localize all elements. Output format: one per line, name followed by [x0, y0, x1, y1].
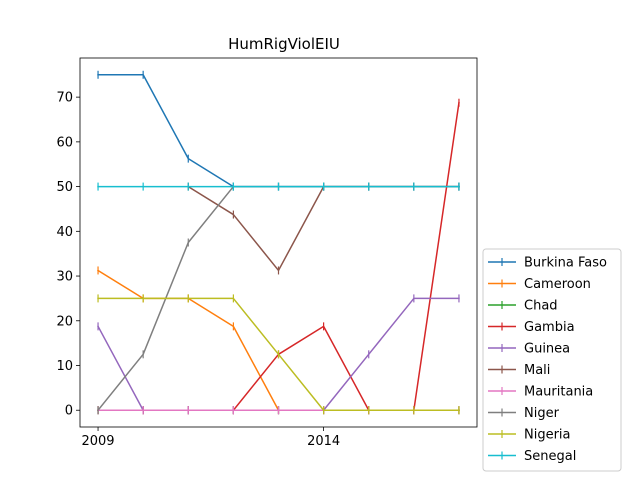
legend-label-senegal: Senegal — [524, 449, 576, 464]
legend-label-mauritania: Mauritania — [524, 385, 593, 400]
chart-title: HumRigViolEIU — [228, 35, 340, 53]
legend-label-gambia: Gambia — [524, 320, 575, 335]
legend-label-nigeria: Nigeria — [524, 428, 571, 443]
legend-label-cameroon: Cameroon — [524, 277, 591, 292]
legend: Burkina Faso Cameroon Chad Gambia Guinea Mali… — [482, 248, 622, 472]
legend-label-mali: Mali — [524, 363, 550, 378]
legend-label-burkina-faso: Burkina Faso — [524, 256, 607, 271]
x-tick-label: 2014 — [307, 434, 340, 449]
y-tick-label: 10 — [56, 359, 73, 374]
series-senegal — [97, 182, 460, 191]
legend-label-chad: Chad — [524, 299, 558, 314]
plot-area: 0 10 20 30 40 50 60 70 2009 2014 — [56, 57, 478, 449]
y-tick-label: 70 — [56, 91, 73, 106]
series-nigeria — [97, 294, 460, 415]
y-tick-label: 0 — [65, 404, 73, 419]
x-tick-label: 2009 — [81, 434, 114, 449]
legend-label-guinea: Guinea — [524, 342, 570, 357]
y-tick-label: 60 — [56, 135, 73, 150]
y-tick-label: 50 — [56, 180, 73, 195]
legend-label-niger: Niger — [524, 406, 560, 421]
y-tick-label: 40 — [56, 225, 73, 240]
plot-background — [80, 58, 477, 427]
y-tick-label: 30 — [56, 270, 73, 285]
plot-frame — [79, 57, 478, 428]
legend-box — [482, 248, 622, 472]
series-layer — [96, 70, 460, 415]
y-tick-label: 20 — [56, 314, 73, 329]
